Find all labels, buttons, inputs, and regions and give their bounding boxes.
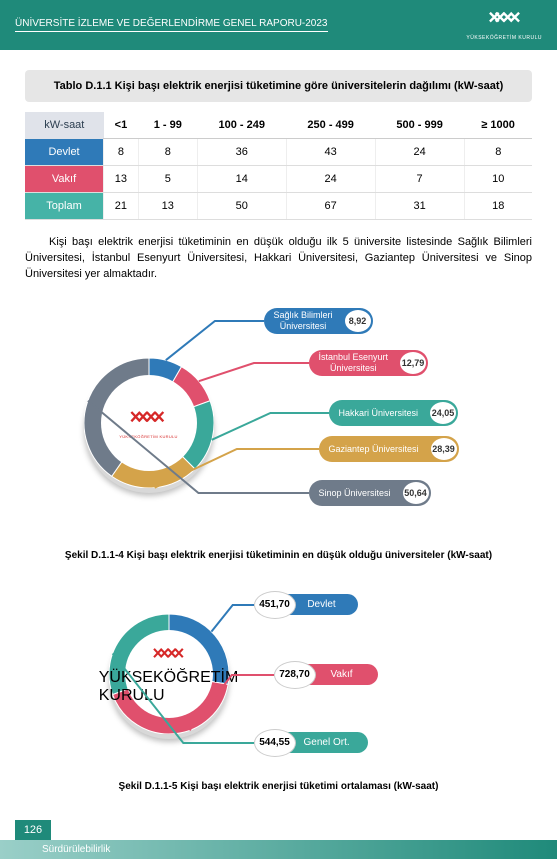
table-cell: 8 — [464, 139, 532, 166]
table-cell: 24 — [286, 166, 375, 193]
table-col: 250 - 499 — [286, 112, 375, 139]
header-title: ÜNİVERSİTE İZLEME VE DEĞERLENDİRME GENEL… — [15, 18, 328, 32]
yok-logo: YÜKSEKÖĞRETİM KURULU — [466, 9, 542, 41]
table-cell: 13 — [104, 166, 139, 193]
table-col: 100 - 249 — [197, 112, 286, 139]
table-cell: 8 — [138, 139, 197, 166]
table-cell: 67 — [286, 193, 375, 220]
value-circle: 544,55 — [254, 729, 296, 757]
callout-item: İstanbul Esenyurt Üniversitesi 12,79 — [309, 350, 429, 376]
table-cell: 14 — [197, 166, 286, 193]
value-circle: 451,70 — [254, 591, 296, 619]
section-name: Sürdürülebilirlik — [0, 840, 557, 859]
table-cell: 7 — [375, 166, 464, 193]
row-label: Devlet — [25, 139, 104, 166]
callout-item: 728,70 Vakıf — [274, 661, 378, 689]
chart1-caption: Şekil D.1.1-4 Kişi başı elektrik enerjis… — [25, 550, 532, 561]
table-cell: 18 — [464, 193, 532, 220]
table-cell: 10 — [464, 166, 532, 193]
pill-value: 50,64 — [403, 482, 429, 504]
pie-center: YÜKSEKÖĞRETİM KURULU — [101, 375, 197, 471]
table-row: Toplam 21 13 50 67 31 18 — [25, 193, 532, 220]
table-title: Tablo D.1.1 Kişi başı elektrik enerjisi … — [25, 70, 532, 102]
callout-item: Sinop Üniversitesi 50,64 — [309, 480, 431, 506]
pill-value: 8,92 — [345, 310, 371, 332]
pill-value: 24,05 — [430, 402, 456, 424]
pill-value: 28,39 — [431, 438, 457, 460]
table-cell: 13 — [138, 193, 197, 220]
paragraph-text: Kişi başı elektrik enerjisi tüketiminin … — [25, 236, 532, 280]
table-cell: 43 — [286, 139, 375, 166]
pill-label: Gaziantep Üniversitesi — [319, 444, 429, 454]
chart-average-consumption: YÜKSEKÖĞRETİM KURULU 451,70 Devlet 728,7… — [79, 589, 479, 769]
page-footer: 126 Sürdürülebilirlik — [0, 820, 557, 859]
pill-label: İstanbul Esenyurt Üniversitesi — [309, 352, 399, 373]
table-col: ≥ 1000 — [464, 112, 532, 139]
table-corner: kW-saat — [25, 112, 104, 139]
callout-item: 451,70 Devlet — [254, 591, 358, 619]
logo-subtitle: YÜKSEKÖĞRETİM KURULU — [99, 669, 239, 705]
logo-subtitle: YÜKSEKÖĞRETİM KURULU — [119, 434, 177, 439]
logo-subtitle: YÜKSEKÖĞRETİM KURULU — [466, 35, 542, 41]
table-cell: 8 — [104, 139, 139, 166]
yok-logo-icon — [128, 406, 168, 434]
page-content: Tablo D.1.1 Kişi başı elektrik enerjisi … — [0, 50, 557, 792]
chart2-caption: Şekil D.1.1-5 Kişi başı elektrik enerjis… — [25, 781, 532, 792]
row-label: Vakıf — [25, 166, 104, 193]
page-header: ÜNİVERSİTE İZLEME VE DEĞERLENDİRME GENEL… — [0, 0, 557, 50]
table-cell: 21 — [104, 193, 139, 220]
table-col: 1 - 99 — [138, 112, 197, 139]
callout-item: Gaziantep Üniversitesi 28,39 — [319, 436, 459, 462]
table-col: 500 - 999 — [375, 112, 464, 139]
table-col: <1 — [104, 112, 139, 139]
yok-logo-icon — [487, 9, 522, 34]
table-row: Vakıf 13 5 14 24 7 10 — [25, 166, 532, 193]
table-cell: 50 — [197, 193, 286, 220]
pill-label: Hakkari Üniversitesi — [329, 408, 429, 418]
pill-label: Sinop Üniversitesi — [309, 488, 401, 498]
yok-logo-icon — [151, 643, 187, 669]
table-cell: 36 — [197, 139, 286, 166]
table-row: Devlet 8 8 36 43 24 8 — [25, 139, 532, 166]
distribution-table: kW-saat <1 1 - 99 100 - 249 250 - 499 50… — [25, 112, 532, 220]
value-circle: 728,70 — [274, 661, 316, 689]
chart-lowest-universities: YÜKSEKÖĞRETİM KURULU Sağlık Bilimleri Ün… — [64, 308, 494, 538]
row-label: Toplam — [25, 193, 104, 220]
pill-label: Sağlık Bilimleri Üniversitesi — [264, 310, 343, 331]
pie-center: YÜKSEKÖĞRETİM KURULU — [125, 630, 213, 718]
body-paragraph: Kişi başı elektrik enerjisi tüketiminin … — [25, 235, 532, 283]
page-number: 126 — [15, 820, 51, 840]
table-cell: 5 — [138, 166, 197, 193]
callout-item: Hakkari Üniversitesi 24,05 — [329, 400, 459, 426]
callout-item: 544,55 Genel Ort. — [254, 729, 368, 757]
pill-value: 12,79 — [400, 352, 426, 374]
table-cell: 24 — [375, 139, 464, 166]
callout-item: Sağlık Bilimleri Üniversitesi 8,92 — [264, 308, 373, 334]
table-cell: 31 — [375, 193, 464, 220]
